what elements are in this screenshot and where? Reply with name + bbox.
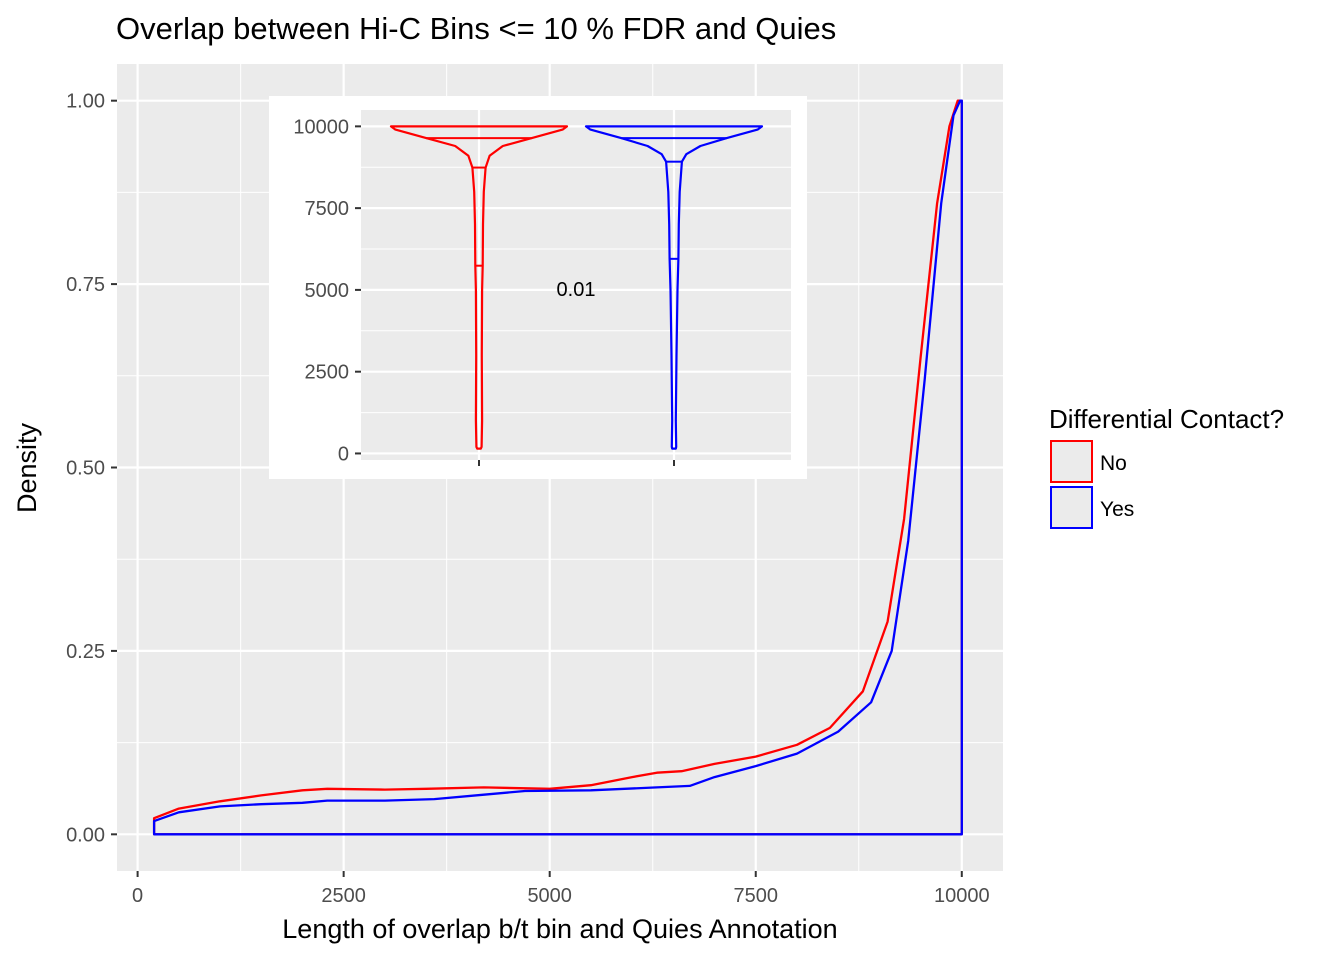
y-axis-title: Density — [12, 422, 42, 513]
x-tick-label: 2500 — [321, 885, 366, 907]
x-tick-label: 0 — [132, 885, 143, 907]
inset-y-tick-label: 10000 — [293, 116, 349, 138]
y-tick-label: 0.75 — [66, 274, 105, 296]
inset-y-tick-label: 5000 — [305, 280, 350, 302]
legend-title: Differential Contact? — [1049, 404, 1284, 434]
legend-key-bg — [1049, 439, 1094, 484]
x-axis-ticks: 0 2500 5000 7500 10000 — [132, 871, 990, 907]
violin-no — [389, 125, 569, 450]
density-series-yes — [152, 99, 963, 836]
inset-gridlines — [361, 110, 791, 460]
violin-yes — [584, 125, 764, 450]
legend-label-no: No — [1100, 452, 1127, 475]
inset-x-axis-ticks — [478, 460, 675, 466]
y-axis-ticks: 0.00 0.25 0.50 0.75 1.00 — [66, 91, 117, 846]
y-tick-label: 0.00 — [66, 824, 105, 846]
x-axis-title: Length of overlap b/t bin and Quies Anno… — [282, 914, 837, 944]
y-tick-label: 1.00 — [66, 91, 105, 113]
x-tick-label: 10000 — [934, 885, 990, 907]
legend-items: No Yes — [1049, 439, 1134, 530]
chart-title: Overlap between Hi-C Bins <= 10 % FDR an… — [116, 11, 836, 46]
x-tick-label: 7500 — [733, 885, 778, 907]
inset-y-tick-label: 2500 — [305, 362, 350, 384]
inset-y-tick-label: 0 — [338, 443, 349, 465]
y-tick-label: 0.50 — [66, 458, 105, 480]
legend: Differential Contact? No Yes — [1049, 404, 1284, 530]
y-tick-label: 0.25 — [66, 641, 105, 663]
inset-panel — [361, 110, 791, 460]
density-series — [152, 99, 963, 836]
x-tick-label: 5000 — [527, 885, 572, 907]
inset-violins — [389, 125, 764, 450]
inset-y-axis-ticks: 0 2500 5000 7500 10000 — [293, 116, 361, 465]
legend-key-no — [1050, 440, 1093, 483]
inset-annotation: 0.01 — [557, 279, 596, 301]
legend-key-yes — [1050, 486, 1093, 529]
legend-label-yes: Yes — [1100, 498, 1134, 521]
legend-key-bg — [1049, 485, 1094, 530]
inset-y-tick-label: 7500 — [305, 198, 350, 220]
